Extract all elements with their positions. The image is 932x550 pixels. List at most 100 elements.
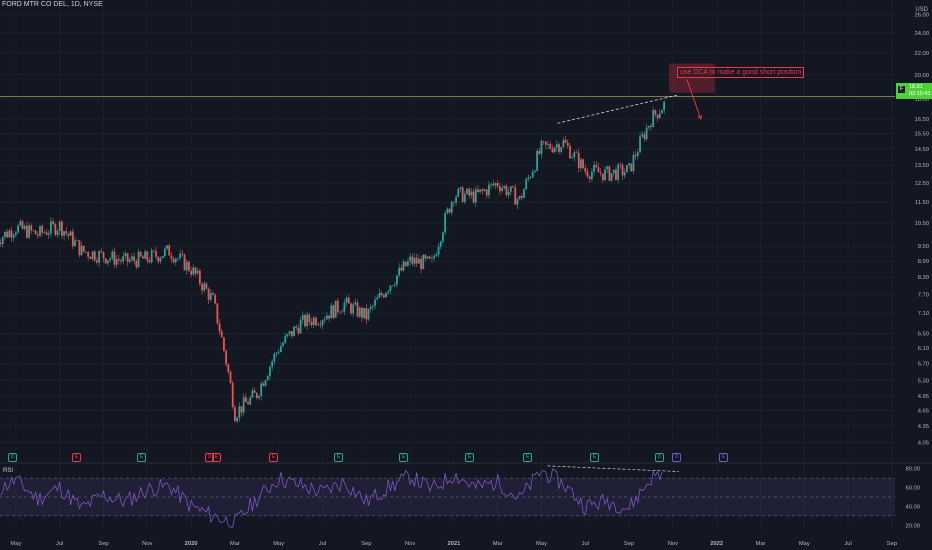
candle-body — [551, 148, 554, 153]
candle-body — [601, 173, 604, 181]
candle-body — [155, 251, 157, 257]
candle-body — [240, 406, 243, 413]
candle-body — [420, 258, 422, 270]
candle-body — [98, 251, 101, 263]
candle-body — [133, 256, 136, 262]
candle-body — [385, 292, 387, 298]
candle-body — [520, 196, 523, 198]
arrow-shaft — [686, 79, 702, 120]
candle-body — [645, 127, 648, 140]
candle-body — [312, 317, 315, 326]
candle-body — [236, 417, 238, 422]
candle-body — [518, 196, 521, 199]
candle-body — [106, 260, 109, 264]
candle-body — [488, 184, 490, 196]
rsi-tick-label: 60.00 — [905, 486, 920, 492]
candle-body — [457, 188, 460, 197]
candle-body — [641, 134, 644, 137]
candle-body — [227, 364, 230, 373]
candle-body — [417, 258, 420, 264]
price-trendline — [557, 94, 677, 124]
event-marker-icon[interactable]: D — [8, 453, 17, 462]
candle-body — [225, 350, 228, 365]
candle-body — [571, 157, 574, 159]
event-marker-icon[interactable]: E — [72, 453, 81, 462]
event-marker-icon[interactable]: E — [719, 453, 728, 462]
candle-body — [455, 196, 457, 203]
candle-body — [656, 114, 659, 119]
candle-body — [109, 258, 111, 261]
candle-body — [435, 254, 438, 257]
candle-body — [352, 304, 355, 314]
candle-body — [63, 231, 65, 236]
candle-body — [295, 326, 298, 328]
candle-body — [310, 321, 313, 326]
candle-body — [555, 144, 558, 148]
candle-body — [382, 294, 385, 298]
candle-body — [148, 260, 151, 263]
candle-body — [47, 233, 50, 235]
candle-body — [336, 300, 339, 312]
price-axis[interactable]: 26.00 24.00 22.00 20.00 18.00 16.50 15.50 14.50… — [914, 12, 929, 446]
rsi-label[interactable]: RSI — [3, 468, 14, 474]
price-tick-label: 11.50 — [915, 200, 929, 206]
candle-body — [531, 171, 534, 178]
event-marker-icon[interactable]: E — [137, 453, 146, 462]
time-tick-label: Sep — [361, 541, 371, 547]
candle-body — [168, 245, 171, 256]
candle-body — [244, 397, 247, 403]
event-marker-icon[interactable]: E — [465, 453, 474, 462]
candle-body — [496, 183, 499, 187]
time-axis[interactable]: May Jul Sep Nov 2020 Mar May Jul Sep Nov 2021 Mar Ma… — [10, 541, 897, 547]
candle-body — [325, 315, 328, 320]
candle-body — [361, 307, 363, 318]
candle-body — [317, 324, 320, 326]
event-marker-icon[interactable]: D — [672, 453, 681, 462]
candle-body — [468, 188, 471, 196]
price-tick-label: 22.00 — [914, 51, 929, 57]
candle-body — [12, 235, 15, 238]
candle-body — [39, 226, 41, 236]
event-marker-icon[interactable]: E — [399, 453, 408, 462]
candle-body — [396, 275, 398, 285]
candle-body — [277, 352, 280, 353]
event-marker-icon[interactable]: E — [590, 453, 599, 462]
rsi-pane — [0, 465, 895, 528]
candle-body — [25, 225, 28, 238]
candle-body — [179, 253, 182, 259]
event-marker-icon[interactable]: E — [269, 453, 278, 462]
rsi-axis: 80.00 60.00 40.00 20.00 — [905, 467, 920, 530]
bar-countdown: 02:15:43 — [909, 91, 931, 97]
candle-body — [564, 140, 567, 143]
candle-body — [10, 230, 13, 238]
candle-body — [139, 251, 142, 257]
candle-body — [258, 396, 260, 398]
candle-body — [120, 260, 122, 262]
price-tick-label: 26.00 — [914, 12, 929, 18]
candle-body — [378, 292, 381, 298]
candle-body — [345, 297, 348, 303]
event-marker-icon[interactable]: E — [523, 453, 532, 462]
candle-body — [599, 172, 602, 174]
annotation-label[interactable]: use DCA to make a good short position — [677, 67, 805, 78]
candle-body — [409, 256, 411, 262]
candle-body — [216, 303, 219, 324]
candle-body — [196, 270, 199, 274]
candle-body — [163, 248, 166, 256]
candle-body — [619, 164, 622, 166]
event-marker-icon[interactable]: D — [205, 453, 214, 462]
candle-body — [297, 327, 300, 334]
candle-body — [376, 297, 379, 300]
price-tick-label: 6.10 — [918, 346, 929, 352]
candle-body — [1, 237, 4, 244]
candle-body — [177, 258, 179, 259]
candle-body — [582, 159, 585, 169]
candle-body — [115, 259, 118, 265]
grid-lines — [0, 13, 895, 443]
event-marker-icon[interactable]: E — [334, 453, 343, 462]
event-marker-icon[interactable]: D — [655, 453, 664, 462]
event-marker-icon[interactable]: E — [212, 453, 221, 462]
candle-body — [100, 251, 103, 253]
candle-body — [512, 186, 514, 188]
